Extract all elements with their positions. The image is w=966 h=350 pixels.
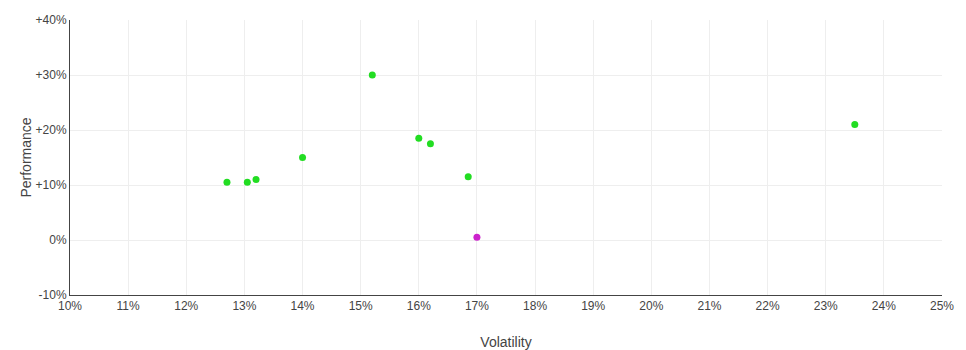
svg-text:25%: 25% [930,299,954,313]
svg-text:17%: 17% [465,299,489,313]
svg-text:+20%: +20% [36,123,67,137]
svg-text:18%: 18% [523,299,547,313]
svg-text:14%: 14% [291,299,315,313]
svg-text:22%: 22% [756,299,780,313]
svg-text:+30%: +30% [36,68,67,82]
svg-text:Performance: Performance [18,117,34,197]
svg-text:24%: 24% [872,299,896,313]
svg-text:19%: 19% [581,299,605,313]
svg-text:12%: 12% [174,299,198,313]
svg-text:13%: 13% [232,299,256,313]
svg-text:11%: 11% [117,299,140,313]
svg-text:10%: 10% [58,299,82,313]
svg-text:16%: 16% [407,299,431,313]
svg-text:Volatility: Volatility [480,334,531,350]
svg-text:-10%: -10% [39,288,67,302]
svg-text:20%: 20% [639,299,663,313]
svg-text:23%: 23% [814,299,838,313]
svg-text:0%: 0% [49,233,67,247]
svg-text:15%: 15% [349,299,373,313]
svg-text:+40%: +40% [36,13,67,27]
svg-text:+10%: +10% [36,178,67,192]
svg-text:21%: 21% [697,299,721,313]
